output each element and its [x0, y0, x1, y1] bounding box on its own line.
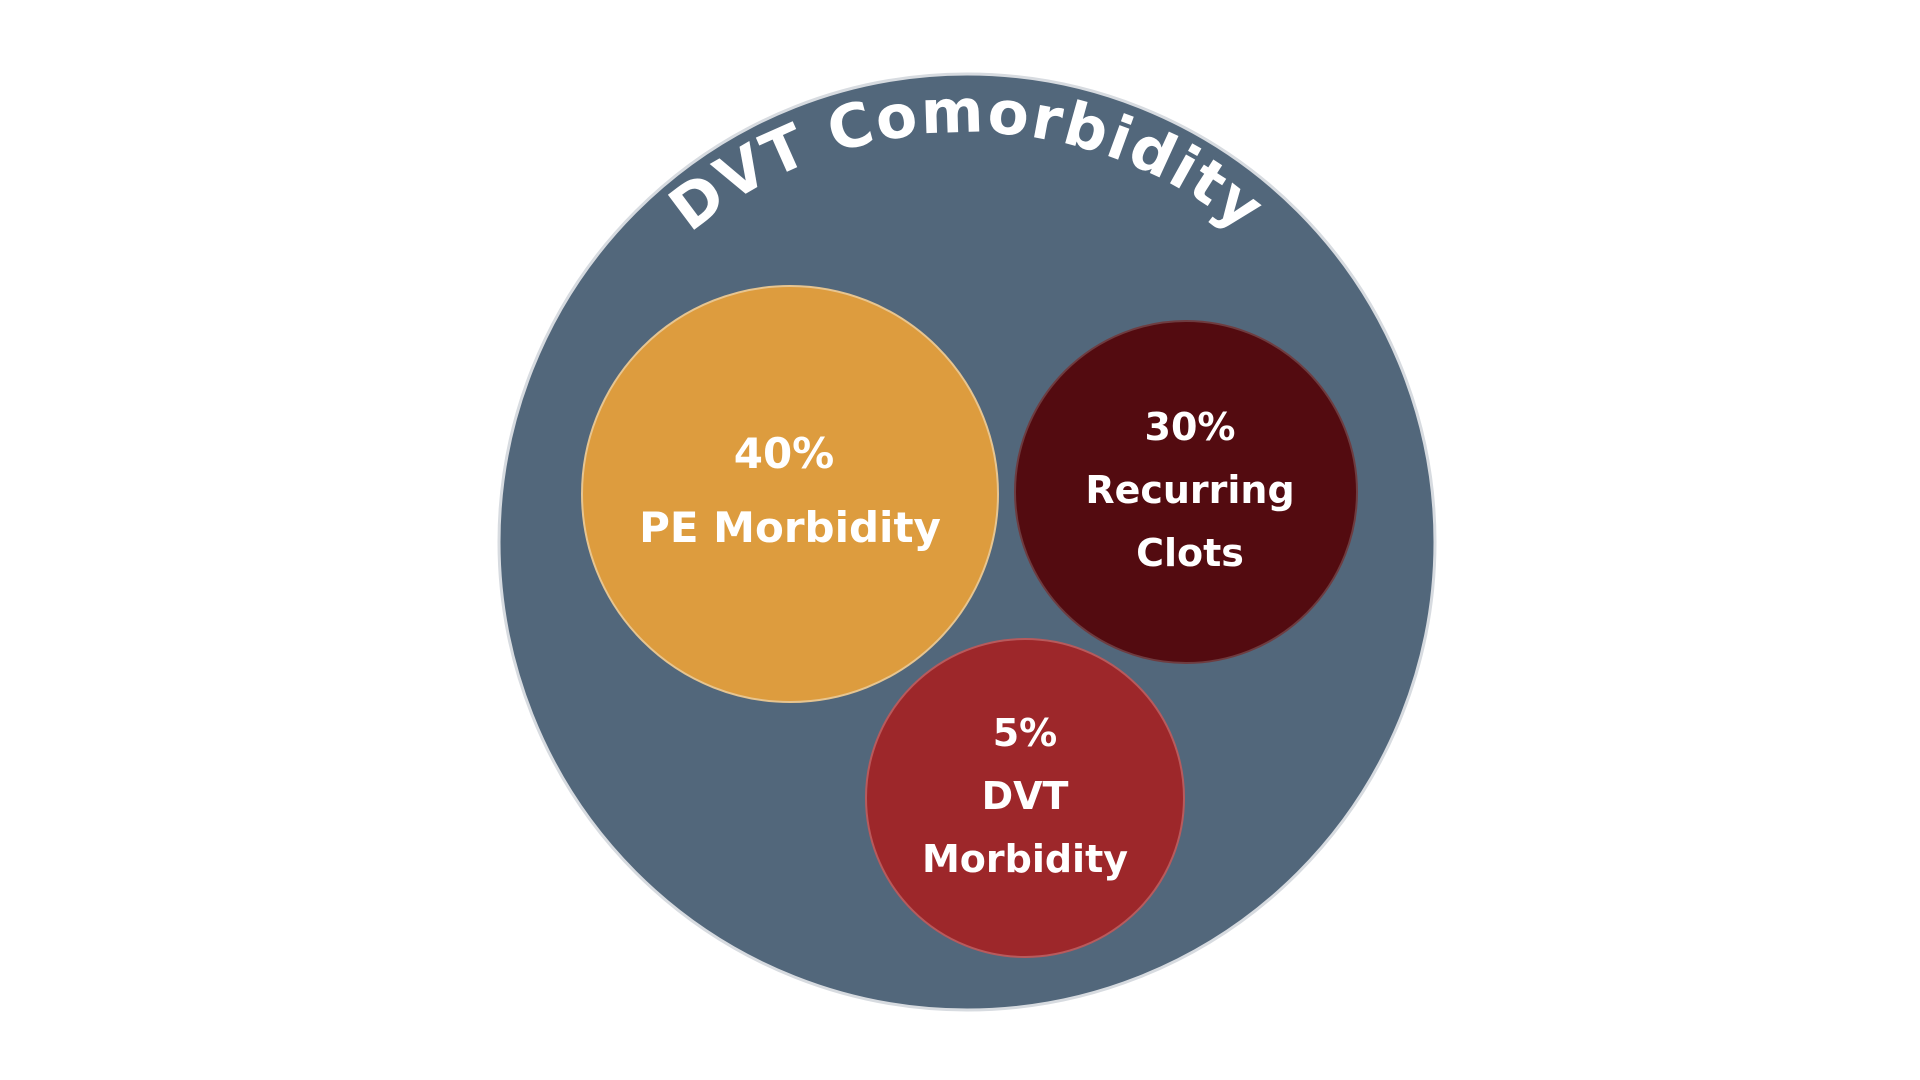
bubble-pe-morbidity: 40% PE Morbidity: [581, 285, 999, 703]
bubble-recurring-percent: 30%: [1145, 405, 1236, 449]
bubble-pe-percent: 40%: [734, 429, 835, 478]
bubble-pe-circle: [581, 285, 999, 703]
bubble-pe-label: PE Morbidity: [639, 503, 941, 552]
bubble-dvt-percent: 5%: [993, 711, 1058, 755]
bubble-dvt-label-line1: DVT: [982, 774, 1069, 818]
bubble-dvt-circle: [865, 638, 1185, 958]
bubble-dvt-morbidity: 5% DVT Morbidity: [865, 638, 1185, 958]
bubble-recurring-circle: [1014, 320, 1358, 664]
bubble-recurring-clots: 30% Recurring Clots: [1014, 320, 1358, 664]
bubble-dvt-label-line2: Morbidity: [922, 837, 1128, 881]
bubble-recurring-label-line1: Recurring: [1085, 468, 1294, 512]
bubble-recurring-label-line2: Clots: [1136, 531, 1244, 575]
